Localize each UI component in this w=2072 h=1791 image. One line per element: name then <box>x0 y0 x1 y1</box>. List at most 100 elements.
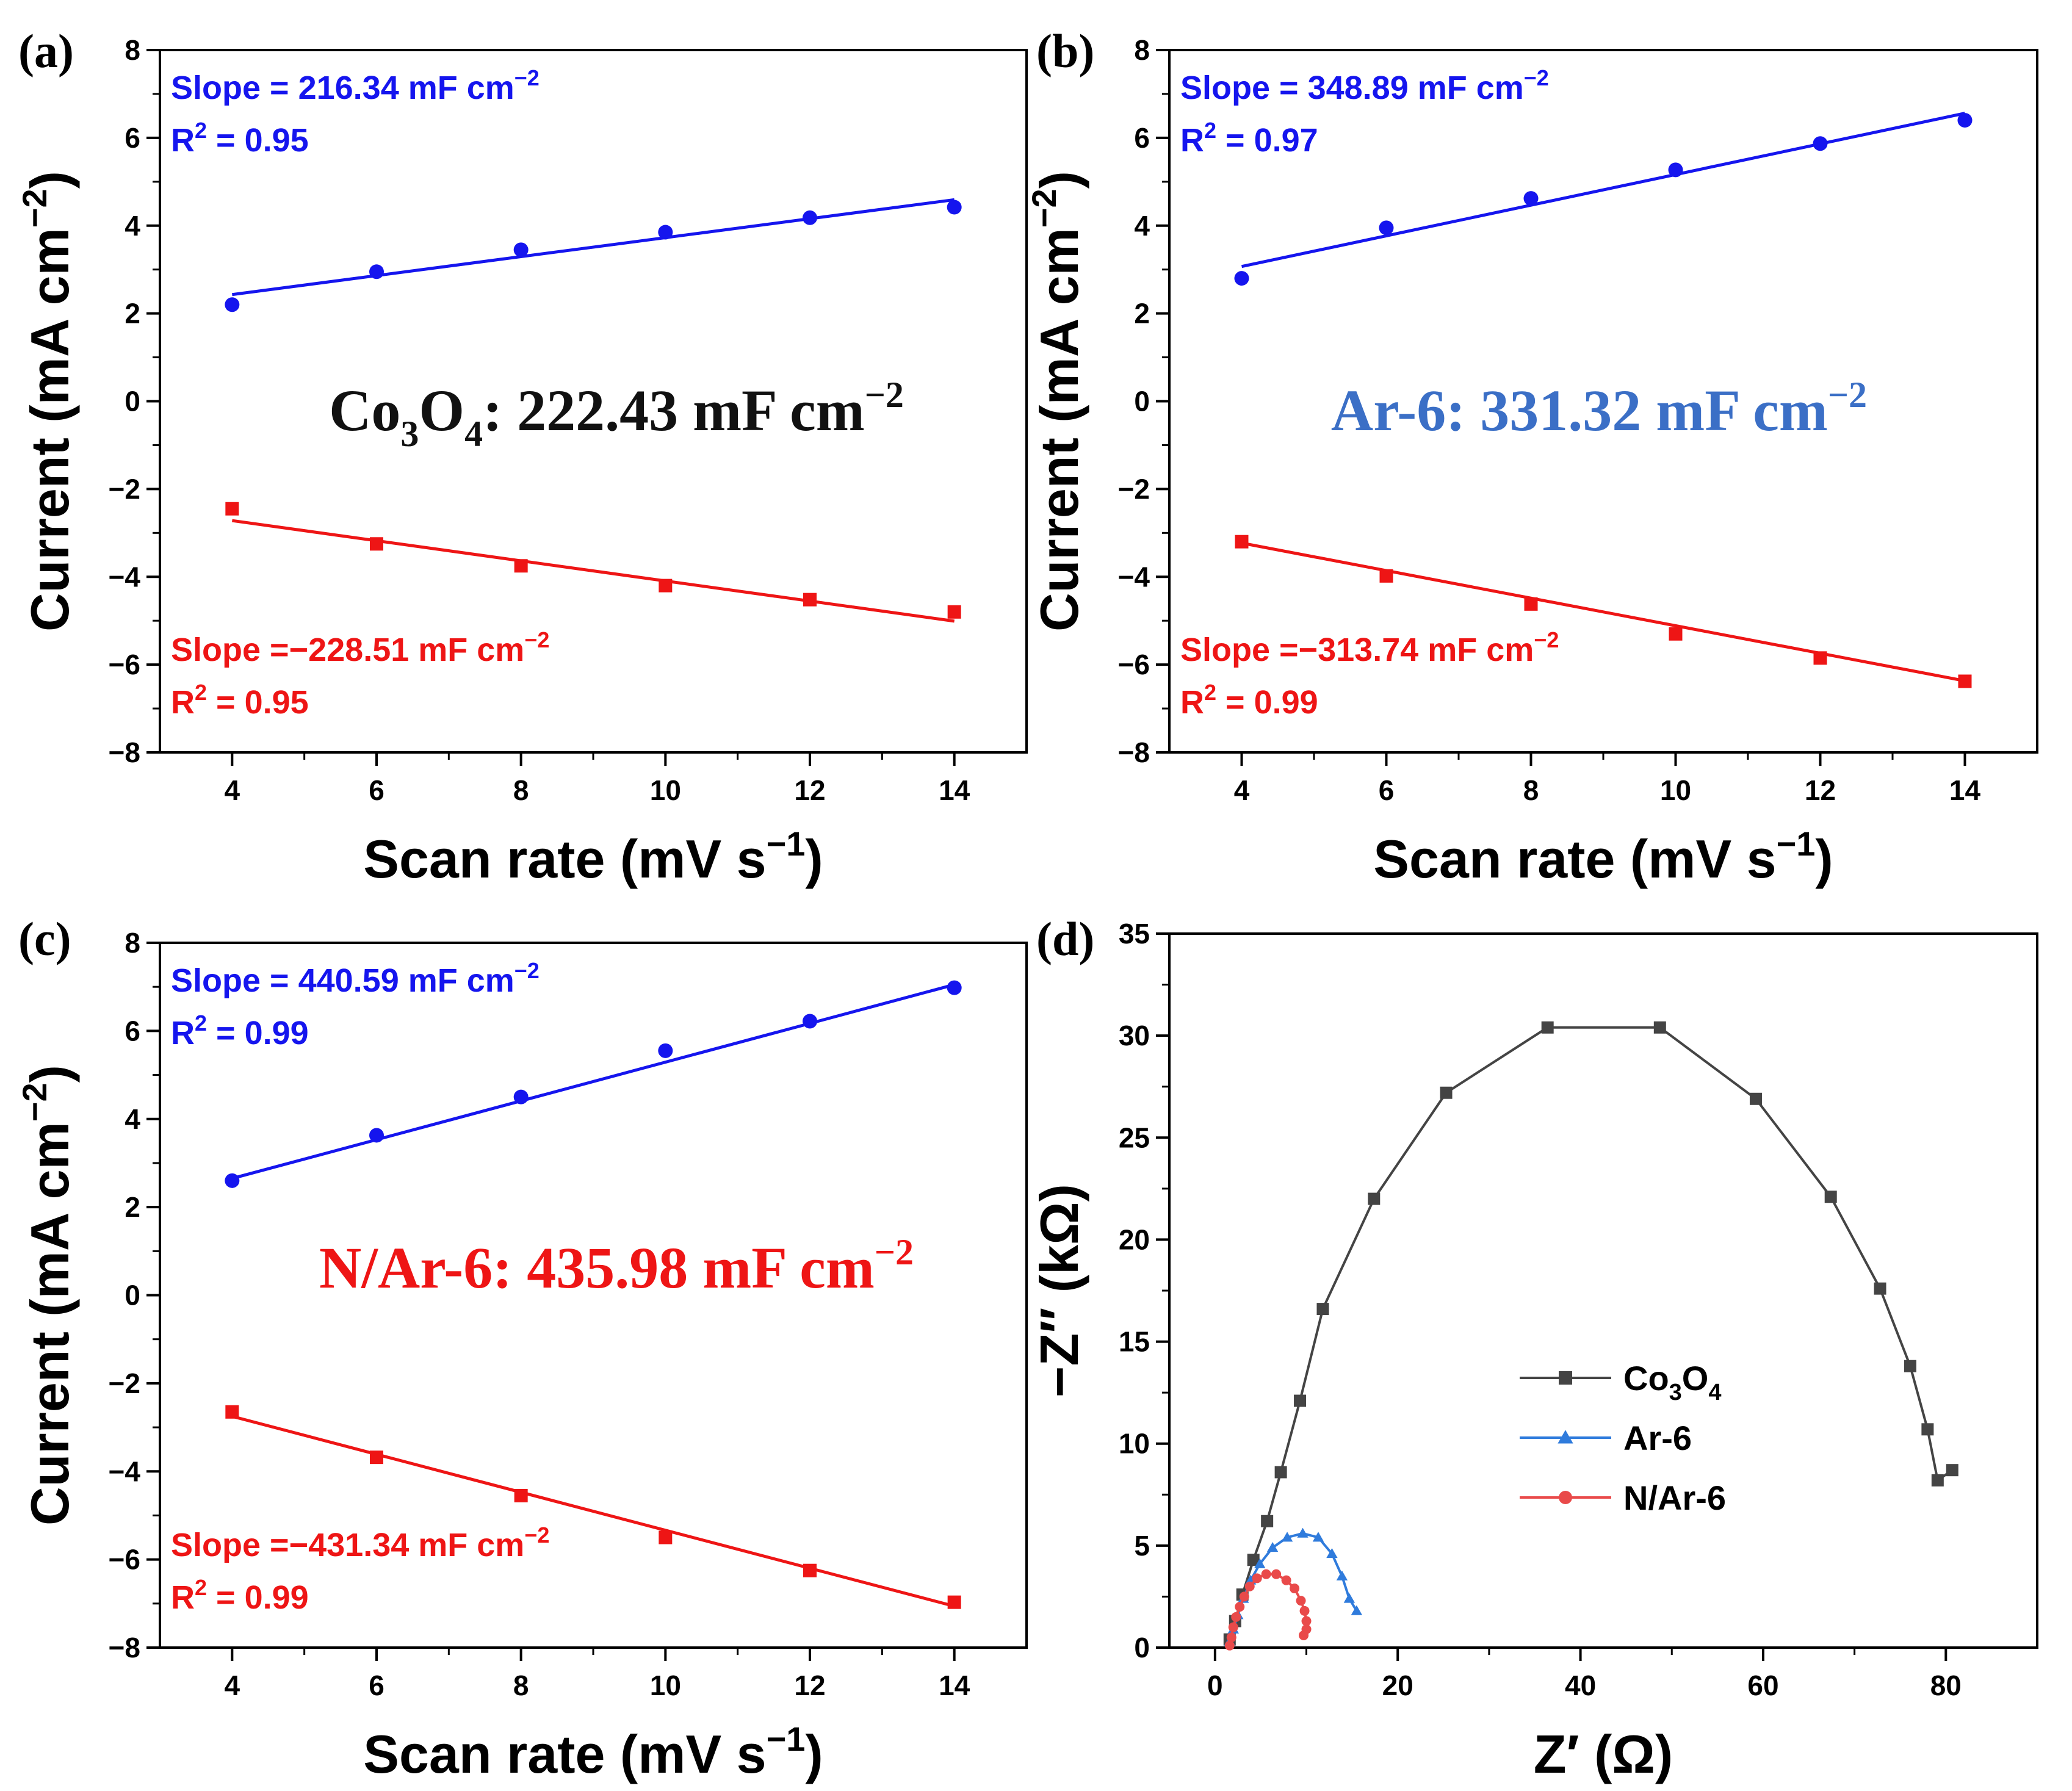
legend-marker <box>1559 1491 1572 1504</box>
cathodic-point <box>947 605 961 619</box>
x-tick-label: 6 <box>1379 774 1395 806</box>
Co3O4-point <box>1274 1466 1287 1479</box>
legend-label: Ar-6 <box>1623 1419 1692 1457</box>
y-tick-label: −2 <box>109 473 140 505</box>
Co3O4-point <box>1824 1191 1837 1203</box>
N/Ar-6-point <box>1224 1640 1235 1651</box>
y-tick-label: −6 <box>109 649 140 680</box>
cathodic-r2-label: R2 = 0.99 <box>171 1575 309 1616</box>
anodic-point <box>1668 162 1683 178</box>
cathodic-fit-line <box>1241 541 1965 683</box>
x-tick-label: 80 <box>1930 1670 1962 1701</box>
panel-label: (d) <box>1036 912 1094 965</box>
y-tick-label: 6 <box>1134 122 1150 154</box>
x-tick-label: 10 <box>650 1670 681 1701</box>
y-tick-label: 8 <box>125 34 140 66</box>
anodic-point <box>369 264 384 279</box>
Co3O4-point <box>1653 1021 1666 1034</box>
x-tick-label: 0 <box>1207 1670 1223 1701</box>
anodic-point <box>1379 220 1394 236</box>
panel-c: 4 6 8 10 12 14 −8 −6 −4 −2 0 2 4 6 8 (c) Scan rate (mV s… <box>15 912 1028 1784</box>
anodic-point <box>1957 113 1973 128</box>
Ar-6-point <box>1312 1532 1324 1542</box>
y-tick-label: 8 <box>125 927 140 959</box>
y-tick-label: −4 <box>109 1455 141 1487</box>
cathodic-point <box>947 1595 961 1609</box>
Co3O4-point <box>1921 1423 1934 1436</box>
y-tick-label: 6 <box>125 1015 140 1047</box>
cathodic-fit-line <box>231 1414 955 1608</box>
x-tick-label: 4 <box>225 774 240 806</box>
y-tick-label: 0 <box>125 1280 140 1311</box>
cathodic-point <box>803 593 817 607</box>
anodic-point <box>947 980 962 995</box>
cathodic-point <box>370 1450 383 1465</box>
Co3O4-point <box>1904 1360 1916 1372</box>
x-axis-title: Z′ (Ω) <box>1534 1724 1673 1784</box>
N/Ar-6-point <box>1244 1581 1255 1591</box>
y-tick-label: −4 <box>109 561 141 593</box>
N/Ar-6-point <box>1239 1591 1249 1602</box>
y-tick-label: 30 <box>1119 1020 1150 1051</box>
cathodic-point <box>659 578 673 593</box>
y-tick-label: −2 <box>1118 473 1150 505</box>
anodic-point <box>803 210 817 225</box>
Co3O4-point <box>1368 1192 1381 1205</box>
Ar-6-point <box>1297 1527 1309 1538</box>
panel-label: (b) <box>1036 24 1094 77</box>
anodic-slope-label: Slope = 216.34 mF cm−2 <box>171 65 540 106</box>
y-tick-label: −8 <box>1118 737 1150 768</box>
y-tick-label: 6 <box>125 122 140 154</box>
Ar-6-point <box>1336 1570 1348 1580</box>
y-tick-label: 10 <box>1119 1428 1150 1460</box>
x-tick-label: 14 <box>939 1670 970 1701</box>
anodic-point <box>947 200 962 215</box>
x-axis-title: Scan rate (mV s−1) <box>363 1720 823 1784</box>
x-tick-label: 14 <box>1949 774 1981 806</box>
legend-marker <box>1558 1430 1573 1444</box>
panel-a: 4 6 8 10 12 14 −8 −6 −4 −2 0 2 4 6 8 (a) Scan rate (mV s… <box>15 24 1028 889</box>
y-tick-label: −6 <box>1118 649 1150 680</box>
y-tick-label: 0 <box>125 386 140 417</box>
cathodic-point <box>1669 627 1683 641</box>
x-axis-title: Scan rate (mV s−1) <box>1373 824 1833 889</box>
anodic-r2-label: R2 = 0.97 <box>1180 118 1318 159</box>
N/Ar-6-point <box>1299 1605 1310 1616</box>
y-tick-label: 5 <box>1134 1530 1150 1562</box>
y-tick-label: 2 <box>125 298 140 330</box>
x-tick-label: 40 <box>1565 1670 1596 1701</box>
anodic-point <box>658 1043 673 1058</box>
x-tick-label: 12 <box>1805 774 1836 806</box>
cathodic-point <box>225 1405 239 1419</box>
cathodic-slope-label: Slope =−313.74 mF cm−2 <box>1180 627 1559 668</box>
anodic-point <box>369 1128 384 1143</box>
N/Ar-6-point <box>1235 1602 1245 1612</box>
Co3O4-point <box>1541 1021 1554 1034</box>
x-tick-label: 4 <box>1234 774 1250 806</box>
Co3O4-point <box>1316 1303 1329 1316</box>
Ar-6-point <box>1254 1558 1266 1568</box>
plot-frame <box>1168 932 2038 1649</box>
N/Ar-6-point <box>1301 1616 1312 1626</box>
Ar-6-point <box>1281 1532 1293 1542</box>
anodic-point <box>658 225 673 240</box>
y-tick-label: 25 <box>1119 1122 1150 1153</box>
cathodic-point <box>1958 674 1972 688</box>
x-tick-label: 20 <box>1382 1670 1413 1701</box>
y-axis-title: Current (mA cm−2) <box>1025 171 1089 632</box>
y-tick-label: 0 <box>1134 1632 1150 1663</box>
x-tick-label: 10 <box>1660 774 1691 806</box>
cathodic-r2-label: R2 = 0.95 <box>171 680 309 721</box>
y-tick-label: 15 <box>1119 1326 1150 1358</box>
anodic-point <box>1813 136 1828 151</box>
y-axis-title: Current (mA cm−2) <box>15 171 80 632</box>
N/Ar-6-point <box>1296 1596 1306 1606</box>
anodic-slope-label: Slope = 348.89 mF cm−2 <box>1180 65 1549 106</box>
anodic-r2-label: R2 = 0.99 <box>171 1011 309 1051</box>
Co3O4-line <box>1228 1026 1953 1640</box>
N/Ar-6-point <box>1299 1630 1309 1640</box>
anodic-fit-line <box>1241 112 1966 268</box>
x-tick-label: 60 <box>1747 1670 1778 1701</box>
legend-label: Co3O4 <box>1623 1359 1722 1405</box>
